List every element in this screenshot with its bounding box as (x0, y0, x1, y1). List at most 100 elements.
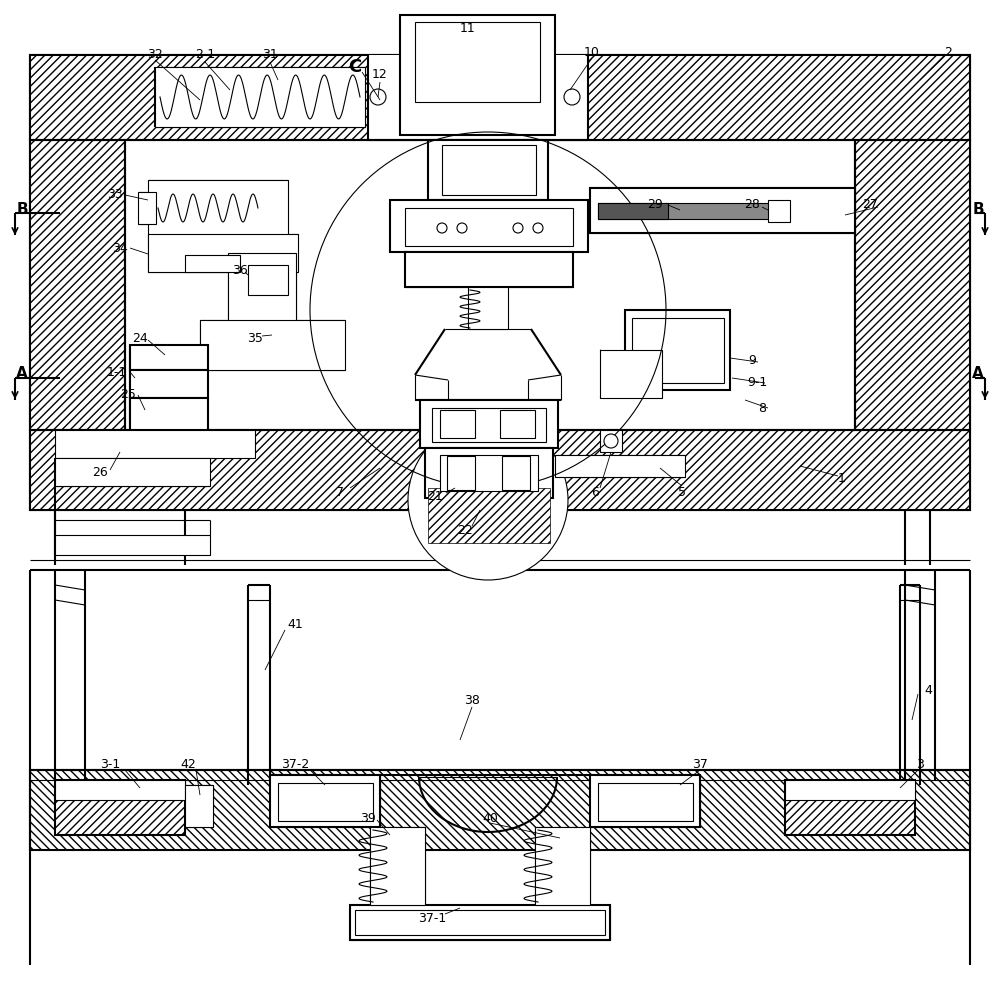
Bar (30, 140, 125, 430)
Text: 11: 11 (460, 22, 476, 35)
Text: C: C (348, 58, 362, 76)
Text: 22: 22 (457, 524, 473, 536)
Bar (130, 370, 208, 398)
Text: 2-1: 2-1 (195, 48, 215, 61)
Text: 31: 31 (262, 48, 278, 61)
Bar (185, 255, 240, 272)
Bar (600, 430, 622, 452)
Bar (30, 55, 970, 140)
Circle shape (408, 420, 568, 580)
Bar (30, 770, 970, 850)
Text: 42: 42 (180, 758, 196, 771)
Bar (148, 234, 298, 272)
Text: 38: 38 (464, 693, 480, 707)
Bar (440, 410, 475, 438)
Bar (125, 140, 855, 430)
Bar (502, 456, 530, 490)
Text: 2: 2 (944, 45, 952, 58)
Text: 40: 40 (482, 811, 498, 824)
Bar (625, 310, 730, 390)
Text: 33: 33 (107, 188, 123, 201)
Bar (55, 780, 185, 835)
Text: 9-1: 9-1 (747, 376, 767, 388)
Bar (468, 287, 508, 329)
Bar (428, 140, 548, 200)
Circle shape (604, 434, 618, 448)
Bar (30, 770, 970, 850)
Bar (185, 785, 213, 827)
Bar (535, 827, 590, 905)
Text: 41: 41 (287, 618, 303, 631)
Bar (130, 398, 208, 430)
Text: 34: 34 (112, 242, 128, 254)
Circle shape (437, 223, 447, 233)
Text: 36: 36 (232, 263, 248, 276)
Bar (30, 55, 970, 140)
Bar (598, 203, 788, 219)
Circle shape (370, 89, 386, 105)
Bar (368, 55, 588, 140)
Text: 37-2: 37-2 (281, 758, 309, 771)
Text: 3: 3 (916, 758, 924, 771)
Bar (785, 780, 915, 800)
Bar (447, 456, 475, 490)
Bar (55, 780, 185, 835)
Bar (855, 140, 970, 430)
Text: A: A (16, 367, 28, 382)
Text: 5: 5 (678, 485, 686, 499)
Text: 3-1: 3-1 (100, 758, 120, 771)
Bar (55, 430, 255, 458)
Bar (30, 430, 970, 510)
Bar (785, 780, 915, 835)
Bar (55, 535, 210, 555)
Bar (30, 430, 970, 510)
Bar (55, 458, 210, 486)
Bar (390, 200, 588, 252)
Bar (200, 320, 345, 370)
Bar (370, 827, 425, 905)
Bar (442, 145, 536, 195)
Bar (138, 192, 156, 224)
Bar (590, 188, 855, 233)
Bar (415, 22, 540, 102)
Bar (428, 488, 550, 543)
Bar (278, 783, 373, 821)
Text: 12: 12 (372, 68, 388, 82)
Text: 32: 32 (147, 48, 163, 61)
Bar (400, 15, 555, 135)
Bar (600, 350, 662, 398)
Text: 25: 25 (120, 388, 136, 401)
Bar (55, 780, 185, 800)
Bar (155, 67, 365, 127)
Text: 29: 29 (647, 198, 663, 212)
Text: 6: 6 (591, 485, 599, 499)
Text: 26: 26 (92, 465, 108, 478)
Circle shape (513, 223, 523, 233)
Bar (555, 455, 685, 477)
Bar (30, 140, 125, 430)
Bar (248, 265, 288, 295)
Bar (130, 345, 208, 370)
Bar (785, 780, 915, 835)
Text: 7: 7 (336, 485, 344, 499)
Text: 21: 21 (427, 489, 443, 503)
Text: 27: 27 (862, 198, 878, 212)
Text: B: B (16, 202, 28, 218)
Text: 37: 37 (692, 758, 708, 771)
Text: 1-1: 1-1 (107, 366, 127, 379)
Bar (598, 203, 668, 219)
Bar (355, 910, 605, 935)
Bar (428, 488, 550, 543)
Bar (440, 455, 538, 491)
Bar (855, 140, 970, 430)
Bar (30, 55, 970, 510)
Bar (425, 448, 553, 498)
Circle shape (457, 223, 467, 233)
Text: 37-1: 37-1 (418, 911, 446, 925)
Text: 10: 10 (584, 45, 600, 58)
Bar (405, 252, 573, 287)
Bar (228, 253, 296, 353)
Text: 8: 8 (758, 401, 766, 414)
Text: 28: 28 (744, 198, 760, 212)
Text: 24: 24 (132, 331, 148, 344)
